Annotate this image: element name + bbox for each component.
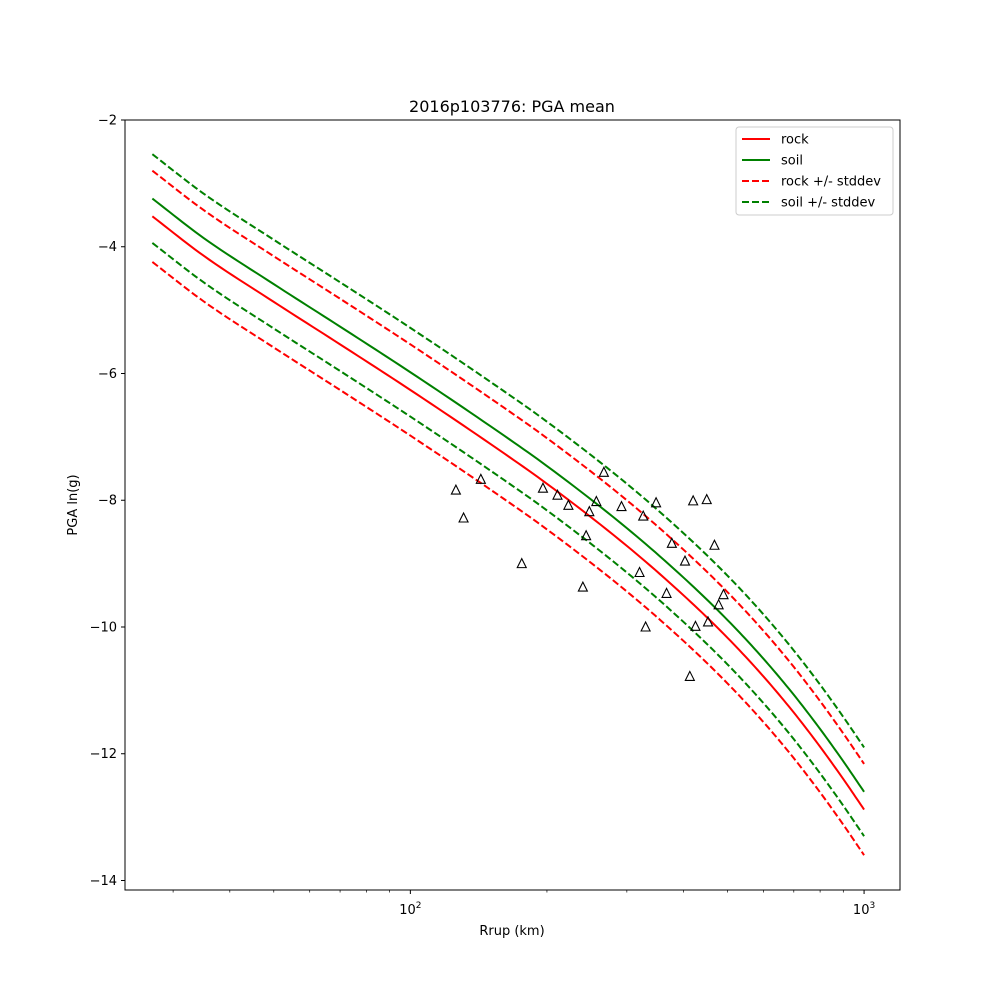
observation-point-7 bbox=[577, 580, 589, 592]
series-line-soil-stddev-5 bbox=[151, 242, 865, 837]
observation-point-15 bbox=[640, 620, 652, 632]
observation-point-23 bbox=[701, 493, 713, 505]
observation-point-10 bbox=[590, 495, 602, 507]
y-tick-label: −6 bbox=[98, 367, 117, 382]
observation-point-27 bbox=[718, 588, 729, 600]
chart-title: 2016p103776: PGA mean bbox=[409, 97, 615, 116]
observation-point-16 bbox=[650, 496, 662, 508]
legend-label: soil bbox=[781, 154, 803, 169]
x-tick-label-base: 10 bbox=[853, 903, 870, 918]
y-axis: −2 −4 −6 −8 −10 −12 −14 bbox=[90, 114, 125, 889]
series-line-rock-stddev-2 bbox=[151, 169, 865, 765]
observation-point-1 bbox=[458, 511, 469, 523]
observation-point-13 bbox=[634, 566, 645, 578]
legend-label: rock bbox=[781, 133, 809, 148]
series-line-rock-0 bbox=[151, 215, 865, 811]
series-line-soil-1 bbox=[151, 197, 865, 793]
x-tick-label: 102 bbox=[399, 901, 421, 918]
observation-point-26 bbox=[713, 598, 725, 610]
y-tick-label: −8 bbox=[98, 494, 117, 509]
y-tick-label: −14 bbox=[90, 874, 117, 889]
observation-point-6 bbox=[562, 499, 574, 510]
x-tick-label: 103 bbox=[853, 901, 875, 918]
legend-label: soil +/- stddev bbox=[781, 196, 876, 211]
observation-point-3 bbox=[516, 557, 528, 569]
y-axis-label: PGA ln(g) bbox=[66, 474, 81, 535]
observation-point-24 bbox=[702, 615, 714, 627]
series-line-rock-stddev-3 bbox=[151, 261, 865, 856]
observation-point-8 bbox=[580, 529, 592, 541]
plot-frame bbox=[124, 119, 901, 891]
observation-point-25 bbox=[709, 539, 720, 550]
observation-point-9 bbox=[583, 505, 595, 517]
observation-point-20 bbox=[684, 670, 696, 681]
observation-point-4 bbox=[537, 481, 549, 493]
y-tick-label: −2 bbox=[98, 114, 117, 129]
y-tick-label: −4 bbox=[98, 240, 117, 255]
observation-point-5 bbox=[552, 488, 563, 500]
observation-point-18 bbox=[666, 537, 678, 548]
observation-point-11 bbox=[598, 466, 610, 477]
observation-point-22 bbox=[690, 620, 701, 631]
legend: rock soil rock +/- stddev soil +/- stddev bbox=[735, 126, 894, 216]
observation-point-19 bbox=[679, 554, 691, 566]
legend-box bbox=[735, 126, 894, 216]
x-axis-label: Rrup (km) bbox=[479, 924, 544, 939]
observation-point-21 bbox=[687, 494, 699, 506]
y-tick-label: −10 bbox=[90, 620, 117, 635]
x-tick-label-exponent: 3 bbox=[869, 901, 875, 911]
plot-area bbox=[151, 153, 865, 856]
observation-point-14 bbox=[637, 509, 649, 521]
observation-point-17 bbox=[661, 587, 672, 598]
observation-point-2 bbox=[475, 473, 487, 484]
series-line-soil-stddev-4 bbox=[151, 153, 865, 748]
legend-label: rock +/- stddev bbox=[781, 175, 881, 190]
observation-point-12 bbox=[616, 500, 627, 512]
y-tick-label: −12 bbox=[90, 747, 117, 762]
x-tick-label-base: 10 bbox=[399, 903, 416, 918]
observation-point-0 bbox=[450, 483, 462, 495]
x-tick-label-exponent: 2 bbox=[416, 901, 422, 911]
